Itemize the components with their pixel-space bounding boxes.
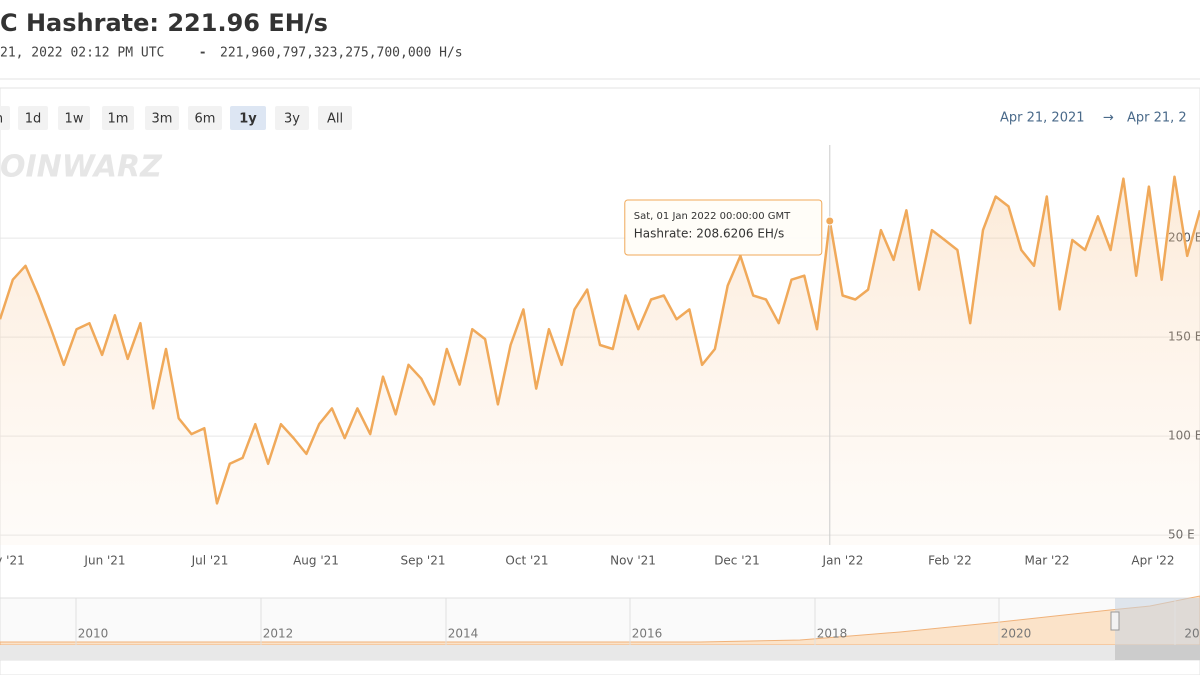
navigator-year: 2010 xyxy=(78,627,109,641)
x-tick-label: Jun '21 xyxy=(83,554,125,568)
range-button-label[interactable]: All xyxy=(327,112,343,127)
scrollbar-thumb[interactable] xyxy=(1115,645,1200,660)
x-tick-label: Apr '22 xyxy=(1131,554,1174,568)
range-button[interactable] xyxy=(18,106,48,130)
header-bg xyxy=(0,0,1200,78)
x-tick-label: Feb '22 xyxy=(928,554,972,568)
navigator-year: 2020 xyxy=(1001,627,1032,641)
separator: - xyxy=(200,46,205,61)
navigator-handle[interactable] xyxy=(1110,611,1120,631)
navigator-year: 2016 xyxy=(632,627,663,641)
x-tick-label: Oct '21 xyxy=(505,554,548,568)
x-tick-label: Sep '21 xyxy=(401,554,446,568)
scrollbar xyxy=(0,645,1200,660)
range-button[interactable] xyxy=(0,106,10,130)
raw-value: 221,960,797,323,275,700,000 H/s xyxy=(220,46,463,61)
range-button-label[interactable]: 3m xyxy=(152,112,173,127)
range-button-label[interactable]: 1w xyxy=(65,112,84,127)
range-button-label[interactable]: 3y xyxy=(284,112,300,127)
x-tick-label: Dec '21 xyxy=(714,554,760,568)
navigator-year: 2012 xyxy=(263,627,294,641)
tooltip-date: Sat, 01 Jan 2022 00:00:00 GMT xyxy=(634,211,791,222)
series-line xyxy=(0,175,1200,505)
range-button-label[interactable]: 1y xyxy=(239,112,257,127)
hover-point xyxy=(825,216,835,226)
timestamp: 21, 2022 02:12 PM UTC xyxy=(0,46,164,61)
range-button-label[interactable]: 1d xyxy=(25,112,42,127)
date-from: Apr 21, 2021 xyxy=(1000,111,1085,126)
range-button-label[interactable]: 6m xyxy=(195,112,216,127)
tooltip-box xyxy=(624,199,823,256)
x-tick-label: Aug '21 xyxy=(293,554,339,568)
range-button-label[interactable]: 1m xyxy=(108,112,129,127)
range-button[interactable] xyxy=(230,106,266,130)
x-tick-label: Nov '21 xyxy=(610,554,656,568)
title: C Hashrate: 221.96 EH/s xyxy=(0,9,328,37)
navigator-year: 20 xyxy=(1184,627,1199,641)
range-button[interactable] xyxy=(188,106,222,130)
range-button[interactable] xyxy=(58,106,90,130)
x-tick-label: Jul '21 xyxy=(191,554,229,568)
range-button[interactable] xyxy=(145,106,179,130)
navigator-year: 2018 xyxy=(817,627,848,641)
navigator-year: 2014 xyxy=(448,627,479,641)
watermark: OINWARZ xyxy=(0,150,163,185)
date-arrow: → xyxy=(1103,111,1114,126)
range-button[interactable] xyxy=(318,106,352,130)
range-button-label[interactable]: n xyxy=(0,112,3,127)
date-to: Apr 21, 2 xyxy=(1127,111,1187,126)
x-tick-label: y '21 xyxy=(0,554,25,568)
range-button[interactable] xyxy=(102,106,134,130)
tooltip-value: Hashrate: 208.6206 EH/s xyxy=(634,227,784,241)
x-tick-label: Mar '22 xyxy=(1024,554,1069,568)
range-button[interactable] xyxy=(275,106,309,130)
area-fill xyxy=(0,176,1200,545)
x-tick-label: Jan '22 xyxy=(822,554,864,568)
